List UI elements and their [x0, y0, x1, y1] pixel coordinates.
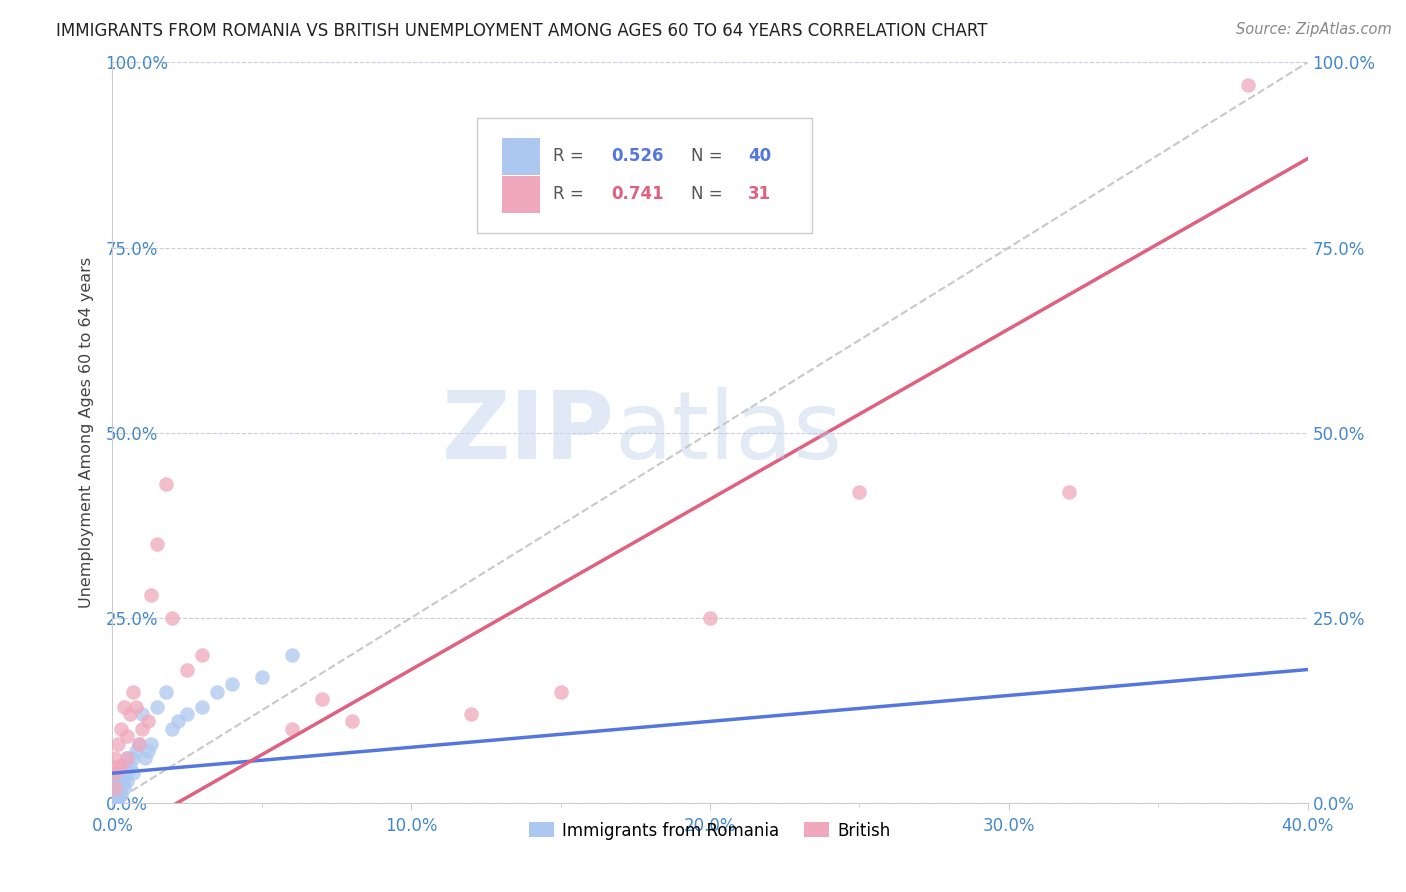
Point [125, 699, 148, 714]
Point [117, 751, 139, 765]
Point [1237, 78, 1260, 92]
Point [114, 780, 135, 795]
Text: atlas: atlas [614, 386, 842, 479]
Point [205, 685, 228, 699]
Point [117, 729, 139, 743]
Point [114, 773, 135, 788]
Legend: Immigrants from Romania, British: Immigrants from Romania, British [523, 815, 897, 847]
Point [155, 685, 177, 699]
Point [162, 722, 183, 736]
Point [1057, 484, 1080, 499]
Point [128, 737, 150, 751]
Point [122, 751, 145, 765]
Point [114, 699, 135, 714]
Text: IMMIGRANTS FROM ROMANIA VS BRITISH UNEMPLOYMENT AMONG AGES 60 TO 64 YEARS CORREL: IMMIGRANTS FROM ROMANIA VS BRITISH UNEMP… [56, 22, 988, 40]
Text: 31: 31 [748, 186, 772, 203]
Point [138, 714, 160, 729]
Point [191, 648, 214, 662]
Point [107, 785, 129, 799]
Point [699, 610, 721, 624]
Text: Source: ZipAtlas.com: Source: ZipAtlas.com [1236, 22, 1392, 37]
Point [848, 484, 870, 499]
Point [117, 766, 139, 780]
Point [146, 699, 169, 714]
Point [311, 692, 333, 706]
Point [138, 744, 160, 758]
Point [104, 789, 127, 803]
Point [104, 785, 127, 799]
Point [107, 737, 129, 751]
Point [281, 648, 304, 662]
Point [162, 610, 183, 624]
Point [131, 722, 153, 736]
Point [122, 766, 145, 780]
Point [104, 766, 127, 780]
Text: N =: N = [690, 147, 728, 165]
Point [104, 792, 127, 806]
Text: R =: R = [554, 147, 589, 165]
Text: 0.741: 0.741 [610, 186, 664, 203]
Text: 40: 40 [748, 147, 772, 165]
Point [104, 780, 127, 795]
Point [131, 706, 153, 721]
Point [128, 737, 150, 751]
Point [110, 758, 132, 772]
Point [250, 670, 273, 684]
Point [117, 773, 139, 788]
Point [107, 792, 129, 806]
Point [107, 773, 129, 788]
Point [107, 789, 129, 803]
Y-axis label: Unemployment Among Ages 60 to 64 years: Unemployment Among Ages 60 to 64 years [79, 257, 94, 608]
Point [104, 780, 127, 795]
Point [114, 758, 135, 772]
Point [122, 685, 145, 699]
Text: N =: N = [690, 186, 728, 203]
Point [104, 751, 127, 765]
Text: 0.526: 0.526 [610, 147, 664, 165]
Point [110, 758, 132, 772]
Point [550, 685, 572, 699]
Point [110, 780, 132, 795]
Point [221, 677, 243, 691]
Point [146, 536, 169, 550]
Point [340, 714, 363, 729]
Point [107, 777, 129, 791]
Point [191, 699, 214, 714]
Point [107, 766, 129, 780]
Point [167, 714, 190, 729]
Point [125, 744, 148, 758]
FancyBboxPatch shape [502, 176, 540, 212]
Point [104, 773, 127, 788]
Point [134, 751, 156, 765]
Point [117, 751, 139, 765]
Text: R =: R = [554, 186, 589, 203]
Point [155, 477, 177, 491]
FancyBboxPatch shape [502, 138, 540, 175]
Point [120, 758, 142, 772]
Point [460, 706, 482, 721]
Point [176, 663, 198, 677]
Point [141, 737, 163, 751]
FancyBboxPatch shape [477, 118, 811, 233]
Point [176, 706, 198, 721]
Point [110, 722, 132, 736]
Point [281, 722, 304, 736]
Point [110, 789, 132, 803]
Point [120, 706, 142, 721]
Point [141, 589, 163, 603]
Point [110, 773, 132, 788]
Point [107, 758, 129, 772]
Text: ZIP: ZIP [441, 386, 614, 479]
